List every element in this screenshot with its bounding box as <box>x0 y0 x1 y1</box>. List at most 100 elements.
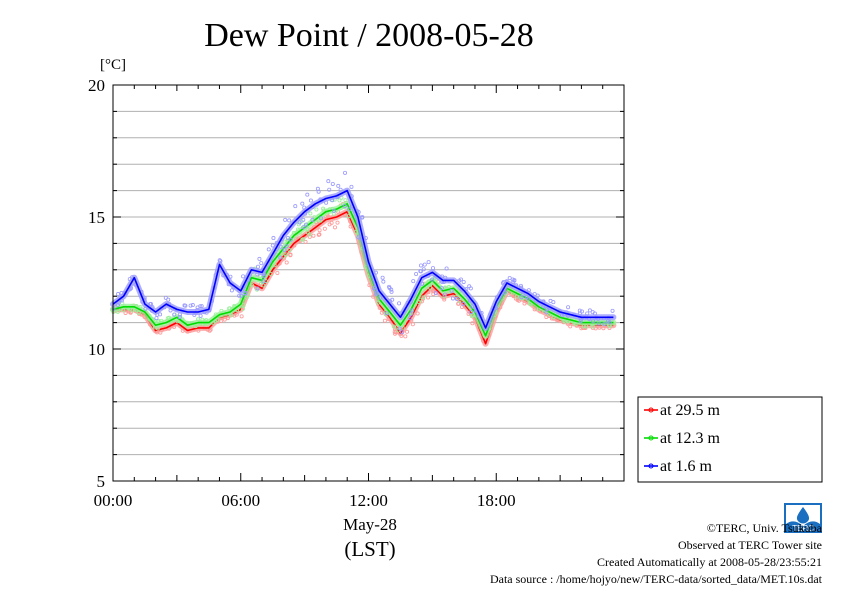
data-point <box>507 276 512 281</box>
data-point <box>288 237 293 242</box>
data-point <box>303 239 308 244</box>
data-point <box>596 321 601 326</box>
data-point <box>347 207 352 212</box>
data-point <box>450 296 455 301</box>
data-point <box>349 184 354 189</box>
data-point <box>458 277 463 282</box>
data-point <box>577 308 582 313</box>
data-point <box>410 308 415 313</box>
x-tick-label: 18:00 <box>477 491 516 510</box>
data-point <box>470 321 475 326</box>
data-point <box>301 217 306 222</box>
data-point <box>282 248 287 253</box>
data-point <box>116 292 121 297</box>
data-point <box>158 312 163 317</box>
data-point <box>255 264 260 269</box>
data-point <box>296 222 301 227</box>
data-point <box>374 292 379 297</box>
credit-created: Created Automatically at 2008-05-28/23:5… <box>597 555 822 569</box>
x-axis-timezone-label: (LST) <box>344 537 395 561</box>
data-point <box>336 183 341 188</box>
data-point <box>397 301 402 306</box>
data-point <box>457 298 462 303</box>
y-axis-unit-label: [°C] <box>100 57 126 73</box>
data-point <box>607 320 612 325</box>
data-point <box>418 269 423 274</box>
series-line <box>112 189 614 329</box>
data-point <box>403 334 408 339</box>
y-tick-label: 5 <box>97 472 106 491</box>
data-point <box>381 279 386 284</box>
legend-item: at 12.3 m <box>644 430 721 447</box>
data-point <box>342 203 347 208</box>
legend-label: at 1.6 m <box>660 458 713 475</box>
data-point <box>237 293 242 298</box>
data-point <box>442 294 447 299</box>
data-point <box>287 218 292 223</box>
y-tick-label: 20 <box>88 76 105 95</box>
data-point <box>310 217 315 222</box>
data-point <box>602 321 607 326</box>
x-tick-label: 06:00 <box>221 491 260 510</box>
data-point <box>391 324 396 329</box>
legend-marker <box>648 435 654 441</box>
data-point <box>188 303 193 308</box>
terc-logo: TERC <box>784 503 822 535</box>
data-point <box>243 291 248 296</box>
legend-item: at 29.5 m <box>644 402 721 419</box>
data-point <box>307 232 312 237</box>
data-point <box>430 266 435 271</box>
chart-title: Dew Point / 2008-05-28 <box>204 17 534 54</box>
data-point <box>566 305 571 310</box>
data-point <box>426 260 431 265</box>
data-point <box>240 306 245 311</box>
credit-observed: Observed at TERC Tower site <box>678 538 822 552</box>
data-point <box>300 201 305 206</box>
data-point <box>166 297 171 302</box>
data-point <box>469 314 474 319</box>
legend: at 29.5 m at 12.3 m at 1.6 m <box>637 396 823 483</box>
data-point <box>410 322 415 327</box>
axis-ticks: 5 10 15 20 00:00 06:00 12:00 18:00 <box>88 76 625 510</box>
data-point <box>428 285 433 290</box>
data-point <box>288 252 293 257</box>
data-point <box>335 220 340 225</box>
y-tick-label: 10 <box>88 340 105 359</box>
data-point <box>442 292 447 297</box>
data-point <box>308 211 313 216</box>
data-point <box>293 204 298 209</box>
data-point <box>469 310 474 315</box>
data-point <box>190 303 195 308</box>
logo-text: TERC <box>792 524 814 533</box>
data-point <box>283 217 288 222</box>
data-point <box>255 286 260 291</box>
data-point <box>304 222 309 227</box>
data-point <box>199 304 204 309</box>
data-point <box>332 225 337 230</box>
series-at-1-6-m <box>110 170 617 335</box>
data-point <box>414 272 419 277</box>
data-point <box>308 198 313 203</box>
data-point <box>467 284 472 289</box>
legend-label: at 29.5 m <box>660 402 721 419</box>
data-point <box>271 236 276 241</box>
data-point <box>418 263 423 268</box>
data-point <box>426 295 431 300</box>
data-point <box>393 331 398 336</box>
data-point <box>422 262 427 267</box>
wave-icon <box>786 521 820 531</box>
data-point <box>297 220 302 225</box>
data-point <box>327 222 332 227</box>
data-point <box>407 316 412 321</box>
data-point <box>389 289 394 294</box>
data-point <box>284 260 289 265</box>
data-point <box>330 181 335 186</box>
data-point <box>380 275 385 280</box>
data-point <box>405 329 410 334</box>
data-point <box>389 287 394 292</box>
data-point <box>239 293 244 298</box>
legend-marker <box>648 463 654 469</box>
data-point <box>382 318 387 323</box>
data-point <box>172 312 177 317</box>
